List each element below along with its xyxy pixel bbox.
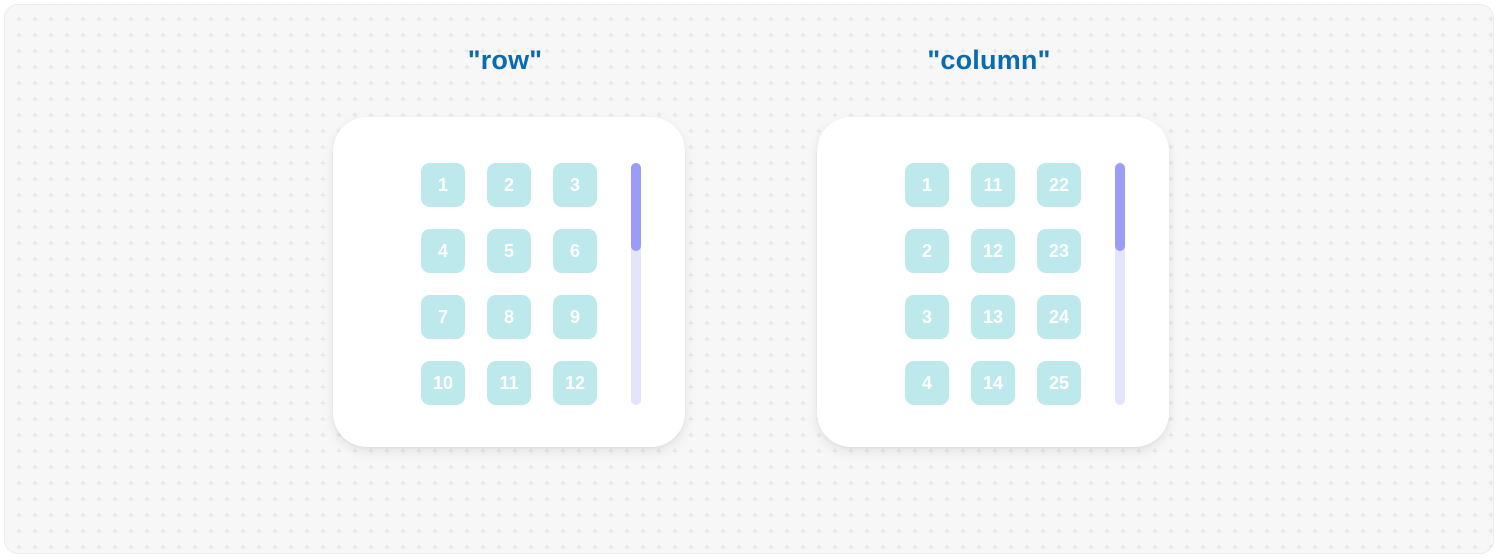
- grid-cell: 8: [487, 295, 531, 339]
- grid-cell: 2: [487, 163, 531, 207]
- grid-cell: 11: [971, 163, 1015, 207]
- scrollbar-track-row[interactable]: [631, 163, 641, 405]
- grid-cell: 23: [1037, 229, 1081, 273]
- grid-cell: 5: [487, 229, 531, 273]
- grid-cell: 22: [1037, 163, 1081, 207]
- grid-cell: 11: [487, 361, 531, 405]
- grid-cell: 14: [971, 361, 1015, 405]
- grid-cell: 7: [421, 295, 465, 339]
- grid-cell: 4: [421, 229, 465, 273]
- grid-cell: 24: [1037, 295, 1081, 339]
- grid-cell: 13: [971, 295, 1015, 339]
- grid-cell: 1: [905, 163, 949, 207]
- grid-cell: 1: [421, 163, 465, 207]
- scrollbar-thumb-column[interactable]: [1115, 163, 1125, 251]
- grid-cell: 3: [553, 163, 597, 207]
- grid-cell: 10: [421, 361, 465, 405]
- panel-title-column: "column": [927, 45, 1051, 75]
- grid-cell: 3: [905, 295, 949, 339]
- scrollbar-track-column[interactable]: [1115, 163, 1125, 405]
- grid-card-row: 1 2 3 4 5 6 7 8 9 10 11 12: [333, 117, 685, 447]
- grid-cell: 2: [905, 229, 949, 273]
- grid-cell: 12: [971, 229, 1015, 273]
- scrollbar-thumb-row[interactable]: [631, 163, 641, 251]
- panel-title-row: "row": [467, 45, 543, 75]
- grid-card-column: 1 11 22 2 12 23 3 13 24 4 14 25: [817, 117, 1169, 447]
- grid-cell: 4: [905, 361, 949, 405]
- grid-cell: 25: [1037, 361, 1081, 405]
- grid-cell: 12: [553, 361, 597, 405]
- diagram-canvas: "row" 1 2 3 4 5 6 7 8 9 10 11 12 "column…: [4, 4, 1494, 554]
- grid-cell: 6: [553, 229, 597, 273]
- grid-cell: 9: [553, 295, 597, 339]
